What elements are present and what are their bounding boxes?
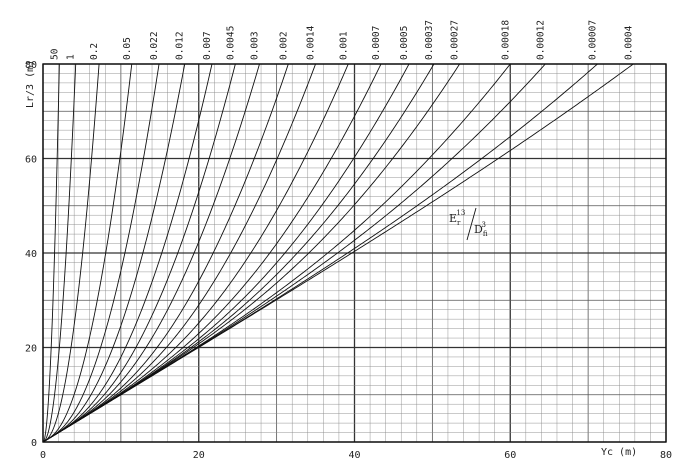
annotation-denominator: D	[474, 223, 483, 236]
svg-text:Er13: Er 13	[449, 209, 465, 227]
y-tick-labels: 0 20 40 60 80	[25, 60, 37, 449]
curve-label: 0.0045	[225, 26, 236, 60]
curve-label: 0.001	[338, 31, 349, 60]
y-tick-label: 40	[25, 249, 37, 260]
curve-series	[42, 63, 634, 443]
curve-label: 0.00027	[450, 20, 461, 60]
curve-label: 50	[49, 48, 60, 60]
curve-label: 0.05	[122, 37, 133, 60]
annotation-numerator: E	[449, 212, 457, 225]
annotation-numerator-sup: 13	[456, 209, 465, 217]
x-tick-label: 40	[348, 450, 360, 461]
curve-label: 0.002	[278, 31, 289, 60]
curve-label: 0.0005	[399, 26, 410, 60]
curve-label: 0.0014	[306, 25, 317, 60]
curve-label: 0.012	[175, 31, 186, 60]
x-tick-label: 80	[660, 450, 672, 461]
curve-series	[42, 63, 60, 443]
x-tick-labels: 0 20 40 60 80	[40, 450, 672, 461]
curve-label: 0.0004	[623, 25, 634, 60]
curve-label: 0.00007	[587, 20, 598, 60]
x-tick-label: 0	[40, 450, 46, 461]
annotation-denominator-sup: 3	[482, 221, 486, 229]
curve-label: 0.0007	[371, 26, 382, 60]
plot-frame	[42, 63, 667, 443]
ratio-annotation: Er 13 Dfi3	[449, 207, 488, 241]
svg-text:Dfi3: Dfi3	[474, 221, 488, 238]
curve-label: 0.00037	[424, 20, 435, 60]
curve-label: 0.00018	[500, 20, 511, 60]
curve-label: 0.022	[149, 31, 160, 60]
x-axis-title: Yc (m)	[601, 447, 637, 458]
curve-label: 0.007	[202, 31, 213, 60]
curve-series	[42, 63, 77, 443]
y-axis-title: Lr/3 (m)	[25, 60, 36, 108]
curve-series	[42, 63, 160, 443]
x-tick-label: 60	[504, 450, 516, 461]
curve-label: 0.2	[89, 43, 100, 60]
y-tick-label: 20	[25, 344, 37, 355]
curve-series	[42, 63, 133, 443]
curve-series	[42, 63, 100, 443]
curve-label: 0.00012	[535, 20, 546, 60]
y-tick-label: 0	[31, 438, 37, 449]
curve-label: 1	[66, 54, 77, 60]
y-tick-label: 60	[25, 155, 37, 166]
curve-series	[42, 63, 213, 443]
grid	[42, 63, 667, 443]
y-tick-label: 80	[25, 60, 37, 71]
annotation-denominator-sub: fi	[483, 230, 488, 238]
curve-label: 0.003	[249, 31, 260, 60]
curve-series	[42, 63, 186, 443]
annotation-slash	[466, 207, 477, 241]
annotation-numerator-sub: r	[457, 219, 461, 227]
curves	[42, 63, 634, 443]
x-tick-label: 20	[193, 450, 205, 461]
curve-labels: 50 1 0.2 0.05 0.022 0.012 0.007 0.0045 0.003 0.00…	[49, 20, 634, 60]
